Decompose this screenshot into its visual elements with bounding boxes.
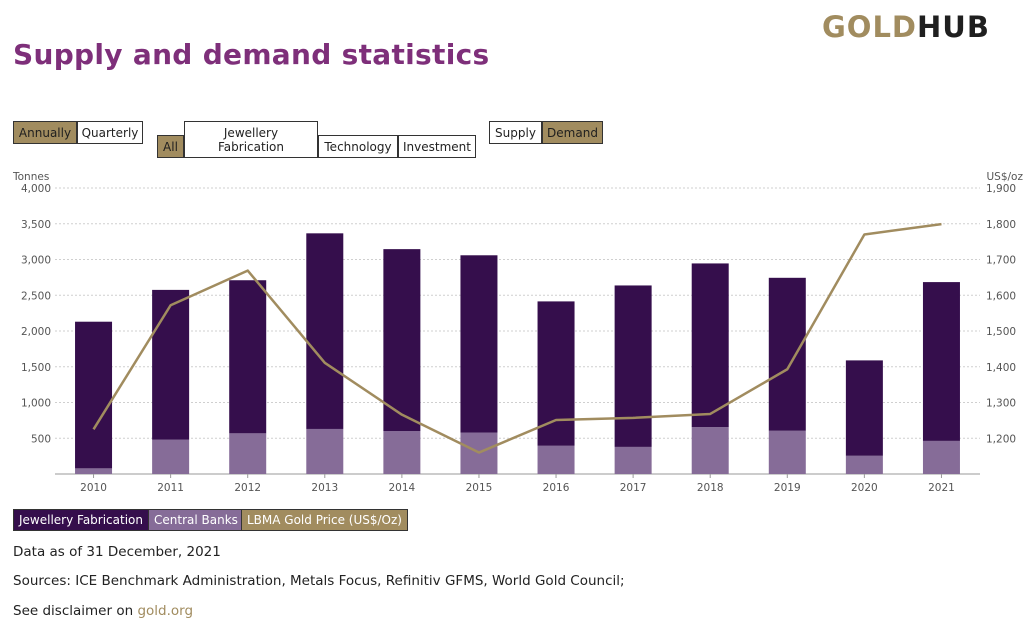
data-as-of-note: Data as of 31 December, 2021 <box>13 544 221 560</box>
y2-tick-label: 1,600 <box>986 290 1016 302</box>
technology-button[interactable]: Technology <box>318 135 398 158</box>
disclaimer-prefix: See disclaimer on <box>13 603 138 619</box>
x-tick-label: 2013 <box>311 482 338 494</box>
bar-central-banks-2019 <box>768 430 806 474</box>
y-tick-label: 500 <box>31 433 51 445</box>
bar-central-banks-2020 <box>845 455 883 474</box>
x-tick-label: 2019 <box>774 482 801 494</box>
bar-central-banks-2016 <box>537 445 575 474</box>
x-tick-label: 2014 <box>389 482 416 494</box>
goldhub-logo[interactable]: GOLDHUB <box>822 10 990 44</box>
x-tick-label: 2016 <box>543 482 570 494</box>
bar-central-banks-2014 <box>383 431 421 474</box>
y-tick-label: 3,000 <box>21 255 51 267</box>
x-tick-label: 2018 <box>697 482 724 494</box>
y2-tick-label: 1,700 <box>986 255 1016 267</box>
legend-lbma-label: LBMA Gold Price (US$/Oz) <box>247 513 402 527</box>
page-title: Supply and demand statistics <box>13 38 490 71</box>
bar-jewellery-fabrication-2015 <box>460 255 498 433</box>
logo-hub-text: HUB <box>917 10 990 44</box>
investment-button[interactable]: Investment <box>398 135 476 158</box>
x-tick-label: 2017 <box>620 482 647 494</box>
bar-jewellery-fabrication-2013 <box>306 233 344 429</box>
all-button[interactable]: All <box>157 135 184 158</box>
bar-jewellery-fabrication-2021 <box>922 282 960 441</box>
y-tick-label: 1,500 <box>21 362 51 374</box>
quarterly-button[interactable]: Quarterly <box>77 121 143 144</box>
y2-tick-label: 1,200 <box>986 433 1016 445</box>
y2-tick-label: 1,400 <box>986 362 1016 374</box>
annually-button[interactable]: Annually <box>13 121 77 144</box>
legend-jewellery-fabrication[interactable]: Jewellery Fabrication <box>13 509 149 531</box>
y2-tick-label: 1,500 <box>986 326 1016 338</box>
x-tick-label: 2012 <box>234 482 261 494</box>
sources-note: Sources: ICE Benchmark Administration, M… <box>13 573 625 589</box>
bar-jewellery-fabrication-2019 <box>768 277 806 431</box>
gold-price-line <box>92 222 942 454</box>
y2-tick-label: 1,300 <box>986 398 1016 410</box>
disclaimer-note: See disclaimer on gold.org <box>13 603 193 619</box>
y-tick-label: 3,500 <box>21 219 51 231</box>
bar-jewellery-fabrication-2010 <box>75 321 113 469</box>
demand-chart: Tonnes US$/oz 4,000 3,500 3,000 2,500 2,000 1… <box>12 171 1023 494</box>
y2-tick-label: 1,800 <box>986 219 1016 231</box>
y-tick-label: 2,500 <box>21 290 51 302</box>
bar-central-banks-2013 <box>306 428 344 474</box>
bar-central-banks-2010 <box>75 468 113 474</box>
bar-central-banks-2011 <box>152 439 190 474</box>
bar-central-banks-2018 <box>691 427 729 474</box>
legend-central-banks-label: Central Banks <box>154 513 238 527</box>
bar-jewellery-fabrication-2016 <box>537 301 575 446</box>
bar-jewellery-fabrication-2012 <box>229 280 267 434</box>
y-tick-label: 4,000 <box>21 183 51 195</box>
y-tick-label: 1,000 <box>21 398 51 410</box>
bar-jewellery-fabrication-2017 <box>614 285 652 447</box>
x-tick-label: 2015 <box>466 482 493 494</box>
x-tick-label: 2010 <box>80 482 107 494</box>
bar-jewellery-fabrication-2018 <box>691 263 729 428</box>
jewellery-fabrication-button[interactable]: Jewellery Fabrication <box>184 121 318 158</box>
bar-jewellery-fabrication-2020 <box>845 360 883 456</box>
y-axis-title: Tonnes <box>12 171 49 183</box>
legend-lbma-gold-price[interactable]: LBMA Gold Price (US$/Oz) <box>241 509 408 531</box>
y-tick-label: 2,000 <box>21 326 51 338</box>
supply-button[interactable]: Supply <box>489 121 542 144</box>
x-tick-label: 2011 <box>157 482 184 494</box>
gold-org-link[interactable]: gold.org <box>137 603 194 619</box>
y2-axis-title: US$/oz <box>986 171 1023 183</box>
bar-central-banks-2012 <box>229 433 267 474</box>
bar-central-banks-2021 <box>922 440 960 474</box>
y2-tick-label: 1,900 <box>986 183 1016 195</box>
logo-gold-text: GOLD <box>822 10 918 44</box>
legend-jewellery-label: Jewellery Fabrication <box>19 513 143 527</box>
bar-central-banks-2017 <box>614 446 652 474</box>
x-tick-label: 2021 <box>928 482 955 494</box>
bar-jewellery-fabrication-2014 <box>383 249 421 432</box>
bar-jewellery-fabrication-2011 <box>152 289 190 440</box>
demand-button[interactable]: Demand <box>542 121 603 144</box>
legend-central-banks[interactable]: Central Banks <box>148 509 244 531</box>
x-tick-label: 2020 <box>851 482 878 494</box>
